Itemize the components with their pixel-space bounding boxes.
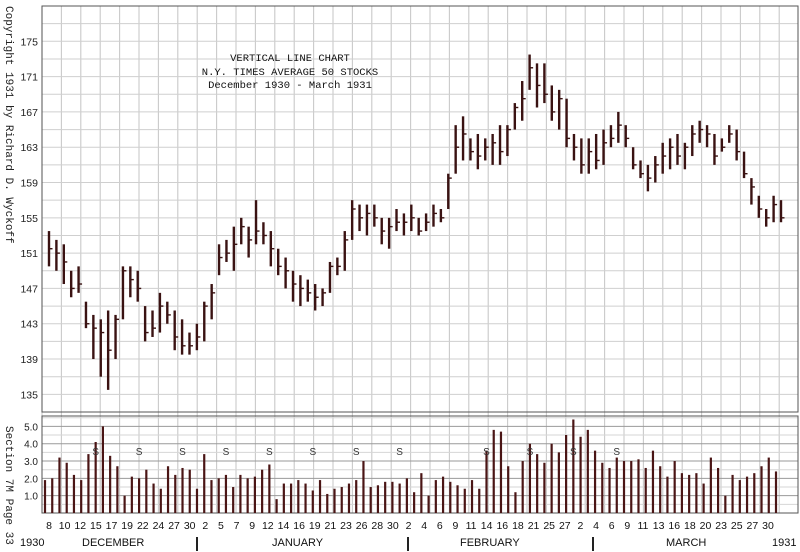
month-label-january: JANUARY (272, 537, 324, 549)
x-tick-label: 15 (90, 520, 102, 532)
x-tick-label: 12 (74, 520, 86, 532)
chart-title: VERTICAL LINE CHART (230, 53, 350, 65)
x-tick-label: 13 (653, 520, 665, 532)
year-label-start: 1930 (20, 537, 45, 549)
x-tick-label: 2 (406, 520, 412, 532)
price-tick-label: 155 (20, 213, 38, 225)
saturday-marker: S (266, 447, 273, 458)
price-tick-label: 151 (20, 248, 38, 260)
x-tick-label: 9 (624, 520, 630, 532)
price-panel-frame (41, 5, 799, 413)
x-tick-label: 17 (106, 520, 118, 532)
x-tick-label: 6 (609, 520, 615, 532)
x-tick-label: 25 (543, 520, 555, 532)
volume-tick-label: 3.0 (24, 457, 38, 468)
year-label-end: 1931 (772, 537, 797, 549)
saturday-marker: S (527, 447, 534, 458)
x-tick-label: 30 (762, 520, 774, 532)
x-tick-label: 18 (684, 520, 696, 532)
price-tick-label: 147 (20, 283, 38, 295)
month-label-march: MARCH (666, 537, 707, 549)
x-tick-label: 21 (528, 520, 540, 532)
saturday-marker: S (223, 447, 230, 458)
x-tick-label: 26 (356, 520, 368, 532)
x-tick-label: 30 (184, 520, 196, 532)
x-tick-label: 16 (668, 520, 680, 532)
x-tick-label: 14 (481, 520, 493, 532)
saturday-marker: S (179, 447, 186, 458)
volume-tick-label: 5.0 (24, 422, 38, 433)
x-tick-label: 5 (218, 520, 224, 532)
saturday-marker: S (136, 447, 143, 458)
saturday-marker: S (570, 447, 577, 458)
x-tick-label: 25 (731, 520, 743, 532)
price-tick-label: 163 (20, 142, 38, 154)
x-tick-label: 24 (153, 520, 165, 532)
x-tick-label: 12 (262, 520, 274, 532)
price-tick-label: 159 (20, 178, 38, 190)
x-tick-label: 16 (496, 520, 508, 532)
volume-tick-label: 2.0 (24, 474, 38, 485)
x-tick-label: 27 (747, 520, 759, 532)
saturday-marker: S (613, 447, 620, 458)
x-tick-label: 2 (202, 520, 208, 532)
x-tick-label: 14 (278, 520, 290, 532)
x-tick-label: 18 (512, 520, 524, 532)
price-tick-label: 143 (20, 319, 38, 331)
x-tick-label: 4 (593, 520, 599, 532)
x-tick-label: 28 (371, 520, 383, 532)
x-tick-label: 19 (309, 520, 321, 532)
x-tick-label: 11 (466, 520, 477, 532)
price-tick-label: 175 (20, 36, 38, 48)
x-tick-label: 7 (234, 520, 240, 532)
copyright-note: Copyright 1931 by Richard D. Wyckoff (2, 6, 14, 244)
saturday-marker: S (309, 447, 316, 458)
volume-panel-frame (41, 415, 799, 514)
month-label-december: DECEMBER (82, 537, 145, 549)
chart-period: December 1930 - March 1931 (208, 80, 372, 92)
x-tick-label: 23 (715, 520, 727, 532)
month-label-february: FEBRUARY (460, 537, 520, 549)
price-tick-label: 171 (20, 72, 38, 84)
x-tick-label: 27 (559, 520, 571, 532)
x-tick-label: 2 (578, 520, 584, 532)
x-tick-label: 9 (249, 520, 255, 532)
x-tick-label: 16 (293, 520, 305, 532)
x-tick-label: 6 (437, 520, 443, 532)
price-tick-label: 167 (20, 107, 38, 119)
price-tick-label: 139 (20, 354, 38, 366)
x-tick-label: 21 (325, 520, 337, 532)
saturday-marker: S (353, 447, 360, 458)
x-tick-label: 20 (700, 520, 712, 532)
x-tick-label: 4 (421, 520, 427, 532)
x-tick-label: 23 (340, 520, 352, 532)
saturday-marker: S (483, 447, 490, 458)
price-tick-label: 135 (20, 389, 38, 401)
saturday-marker: S (92, 447, 99, 458)
chart-subtitle: N.Y. TIMES AVERAGE 50 STOCKS (201, 67, 379, 79)
x-tick-label: 19 (121, 520, 133, 532)
section-note: Section 7M Page 33 (2, 426, 14, 545)
x-tick-label: 9 (452, 520, 458, 532)
volume-tick-label: 4.0 (24, 440, 38, 451)
x-tick-label: 22 (137, 520, 149, 532)
volume-tick-label: 1.0 (24, 492, 38, 503)
x-tick-label: 10 (59, 520, 71, 532)
saturday-marker: S (396, 447, 403, 458)
x-tick-label: 27 (168, 520, 180, 532)
x-tick-label: 8 (46, 520, 52, 532)
x-tick-label: 11 (638, 520, 649, 532)
x-tick-label: 30 (387, 520, 399, 532)
